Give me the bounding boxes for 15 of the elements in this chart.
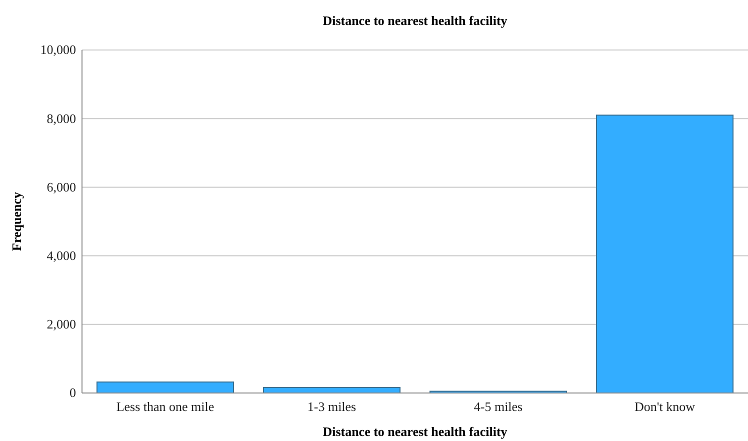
bar bbox=[96, 382, 234, 394]
y-tick-label: 10,000 bbox=[40, 42, 76, 58]
y-tick-label: 6,000 bbox=[46, 179, 76, 194]
x-tick-label: Less than one mile bbox=[116, 399, 214, 414]
x-axis-title: Distance to nearest health facility bbox=[322, 424, 508, 439]
x-tick-label: Don't know bbox=[634, 399, 696, 414]
bar bbox=[596, 114, 734, 394]
y-tick-label: 4,000 bbox=[46, 248, 76, 263]
y-tick-label: 0 bbox=[70, 385, 76, 400]
y-tick-label: 2,000 bbox=[46, 316, 76, 332]
y-tick-label: 8,000 bbox=[46, 110, 76, 126]
chart-title: Distance to nearest health facility bbox=[322, 13, 508, 28]
x-tick-label: 1-3 miles bbox=[307, 399, 356, 414]
x-tick-label: 4-5 miles bbox=[474, 399, 523, 414]
y-axis-title: Frequency bbox=[9, 192, 24, 251]
